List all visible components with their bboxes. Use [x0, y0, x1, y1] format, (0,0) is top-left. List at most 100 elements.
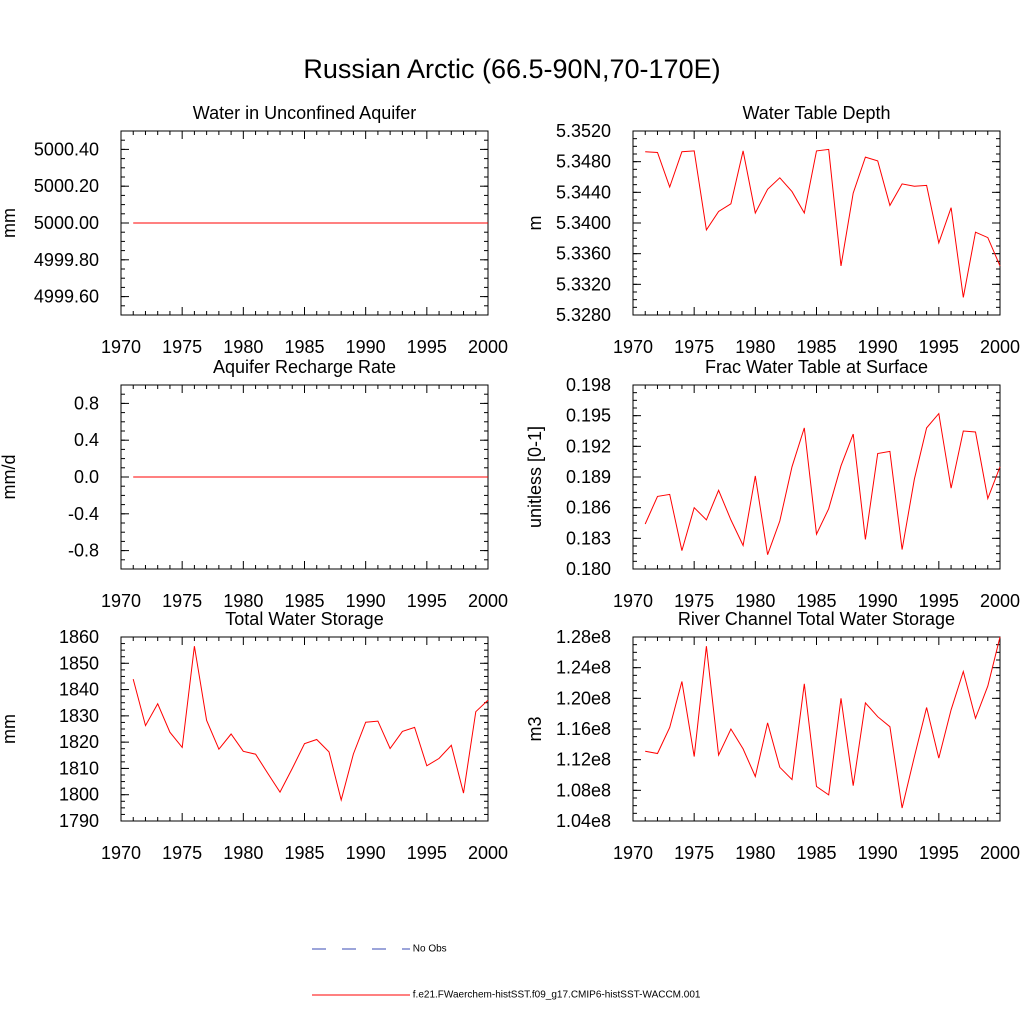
- plot-frame: [120, 636, 489, 822]
- y-axis-label: m: [525, 216, 545, 231]
- y-tick-label: 1810: [59, 758, 99, 778]
- y-tick-label: 5.3520: [556, 121, 611, 141]
- y-tick-label: 0.186: [566, 498, 611, 518]
- y-axis-label: mm: [0, 208, 19, 238]
- x-tick-label: 1990: [858, 337, 898, 357]
- x-tick-label: 1970: [101, 337, 141, 357]
- x-tick-label: 1970: [101, 843, 141, 863]
- y-tick-label: 1860: [59, 627, 99, 647]
- y-tick-label: 0.183: [566, 528, 611, 548]
- y-axis-label: mm/d: [0, 455, 19, 500]
- y-tick-label: 1.28e8: [556, 627, 611, 647]
- y-tick-label: 1.08e8: [556, 780, 611, 800]
- y-axis-label: m3: [525, 716, 545, 741]
- x-tick-label: 2000: [980, 843, 1020, 863]
- y-tick-label: 5.3440: [556, 182, 611, 202]
- y-axis-label: mm: [0, 714, 19, 744]
- x-tick-label: 2000: [468, 337, 508, 357]
- x-tick-label: 1980: [735, 337, 775, 357]
- y-tick-label: 5.3480: [556, 152, 611, 172]
- x-tick-label: 2000: [468, 591, 508, 611]
- y-tick-label: 5000.00: [34, 213, 99, 233]
- x-tick-label: 1985: [284, 337, 324, 357]
- x-tick-label: 1980: [223, 337, 263, 357]
- y-tick-label: 0.0: [74, 467, 99, 487]
- y-tick-label: 5.3280: [556, 305, 611, 325]
- y-tick-label: 0.195: [566, 406, 611, 426]
- x-tick-label: 1980: [735, 843, 775, 863]
- panel-title: Water Table Depth: [742, 103, 890, 123]
- x-tick-label: 1985: [796, 337, 836, 357]
- x-tick-label: 1990: [346, 337, 386, 357]
- y-tick-label: -0.8: [68, 541, 99, 561]
- x-tick-label: 1980: [223, 843, 263, 863]
- y-tick-label: 5000.40: [34, 139, 99, 159]
- y-tick-label: 0.180: [566, 559, 611, 579]
- y-tick-label: 1800: [59, 785, 99, 805]
- y-tick-label: 5.3400: [556, 213, 611, 233]
- y-tick-label: 1.20e8: [556, 688, 611, 708]
- x-tick-label: 1970: [613, 843, 653, 863]
- x-tick-label: 1990: [346, 843, 386, 863]
- x-tick-label: 1980: [223, 591, 263, 611]
- x-tick-label: 1975: [674, 591, 714, 611]
- panel-title: Aquifer Recharge Rate: [213, 357, 396, 377]
- x-tick-label: 2000: [980, 591, 1020, 611]
- y-tick-label: 0.198: [566, 375, 611, 395]
- y-tick-label: 5.3320: [556, 274, 611, 294]
- plot-frame: [632, 384, 1001, 570]
- legend-entry-no-obs: No Obs: [310, 942, 447, 956]
- x-tick-label: 1995: [407, 591, 447, 611]
- x-tick-label: 1995: [919, 337, 959, 357]
- y-tick-label: 1840: [59, 680, 99, 700]
- legend-entry-model: f.e21.FWaerchem-histSST.f09_g17.CMIP6-hi…: [310, 988, 700, 1002]
- x-tick-label: 1985: [284, 843, 324, 863]
- x-tick-label: 1985: [796, 591, 836, 611]
- x-tick-label: 1975: [162, 591, 202, 611]
- y-axis-label: unitless [0-1]: [525, 426, 545, 528]
- y-tick-label: 1820: [59, 732, 99, 752]
- legend-label-no-obs: No Obs: [412, 943, 447, 955]
- x-tick-label: 1975: [162, 843, 202, 863]
- x-tick-label: 1990: [346, 591, 386, 611]
- series-line: [645, 636, 1001, 809]
- x-tick-label: 1970: [613, 591, 653, 611]
- y-tick-label: -0.4: [68, 504, 99, 524]
- x-tick-label: 1985: [796, 843, 836, 863]
- y-tick-label: 1.04e8: [556, 811, 611, 831]
- legend-line-solid: [312, 994, 410, 996]
- x-tick-label: 2000: [980, 337, 1020, 357]
- panel-title: River Channel Total Water Storage: [678, 609, 955, 629]
- x-tick-label: 1990: [858, 843, 898, 863]
- series-line: [132, 646, 489, 802]
- panel-title: Water in Unconfined Aquifer: [193, 103, 416, 123]
- x-tick-label: 1995: [919, 843, 959, 863]
- y-tick-label: 5000.20: [34, 176, 99, 196]
- legend-label-model: f.e21.FWaerchem-histSST.f09_g17.CMIP6-hi…: [412, 989, 701, 1001]
- plot-frame: [632, 130, 1001, 316]
- legend-line-dashed: [312, 948, 410, 950]
- x-tick-label: 1995: [919, 591, 959, 611]
- y-tick-label: 0.4: [74, 430, 99, 450]
- y-tick-label: 1790: [59, 811, 99, 831]
- plot-frame: [632, 636, 1001, 822]
- x-tick-label: 1975: [674, 337, 714, 357]
- series-line: [644, 412, 1001, 555]
- y-tick-label: 0.192: [566, 436, 611, 456]
- x-tick-label: 1985: [284, 591, 324, 611]
- series-line: [645, 148, 1001, 298]
- y-tick-label: 1850: [59, 653, 99, 673]
- y-tick-label: 1.24e8: [556, 658, 611, 678]
- y-tick-label: 5.3360: [556, 244, 611, 264]
- x-tick-label: 1990: [858, 591, 898, 611]
- x-tick-label: 1980: [735, 591, 775, 611]
- x-tick-label: 1995: [407, 337, 447, 357]
- y-tick-label: 0.8: [74, 393, 99, 413]
- figure-title: Russian Arctic (66.5-90N,70-170E): [303, 54, 721, 84]
- panel-title: Frac Water Table at Surface: [705, 357, 928, 377]
- x-tick-label: 1975: [162, 337, 202, 357]
- x-tick-label: 1970: [613, 337, 653, 357]
- y-tick-label: 1.16e8: [556, 719, 611, 739]
- x-tick-label: 2000: [468, 843, 508, 863]
